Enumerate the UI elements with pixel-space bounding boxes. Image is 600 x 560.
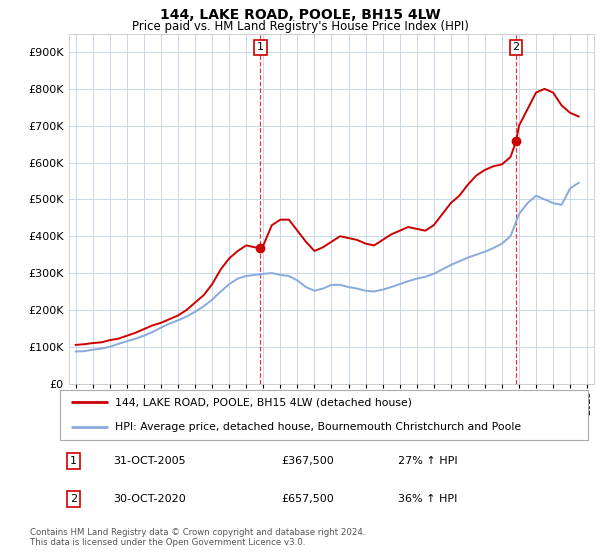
Text: £657,500: £657,500: [282, 494, 335, 504]
Text: 2: 2: [70, 494, 77, 504]
Text: HPI: Average price, detached house, Bournemouth Christchurch and Poole: HPI: Average price, detached house, Bour…: [115, 422, 521, 432]
Text: £367,500: £367,500: [282, 456, 335, 466]
Text: 36% ↑ HPI: 36% ↑ HPI: [398, 494, 457, 504]
Text: Price paid vs. HM Land Registry's House Price Index (HPI): Price paid vs. HM Land Registry's House …: [131, 20, 469, 32]
Text: 27% ↑ HPI: 27% ↑ HPI: [398, 456, 458, 466]
Text: Contains HM Land Registry data © Crown copyright and database right 2024.
This d: Contains HM Land Registry data © Crown c…: [30, 528, 365, 547]
Text: 144, LAKE ROAD, POOLE, BH15 4LW: 144, LAKE ROAD, POOLE, BH15 4LW: [160, 8, 440, 22]
Text: 1: 1: [70, 456, 77, 466]
Text: 144, LAKE ROAD, POOLE, BH15 4LW (detached house): 144, LAKE ROAD, POOLE, BH15 4LW (detache…: [115, 397, 412, 407]
Text: 2: 2: [512, 43, 520, 52]
Text: 30-OCT-2020: 30-OCT-2020: [113, 494, 185, 504]
Text: 1: 1: [257, 43, 264, 52]
FancyBboxPatch shape: [60, 390, 588, 440]
Text: 31-OCT-2005: 31-OCT-2005: [113, 456, 185, 466]
